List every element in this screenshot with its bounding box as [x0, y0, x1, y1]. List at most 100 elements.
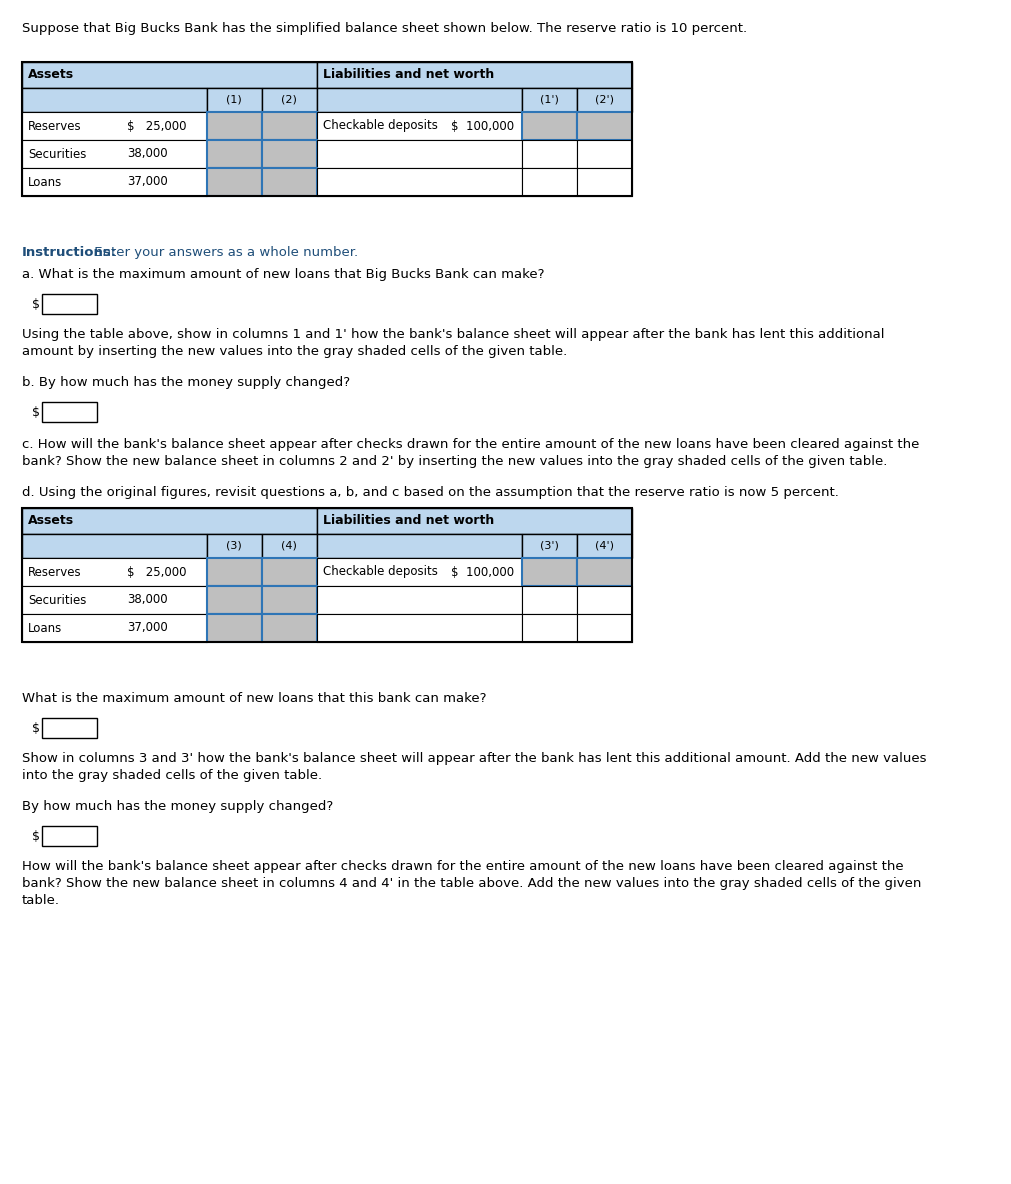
Text: 37,000: 37,000 [126, 622, 168, 635]
Bar [207, 614, 262, 642]
Bar [22, 534, 207, 558]
Text: $: $ [32, 721, 40, 734]
Text: Checkable deposits: Checkable deposits [323, 120, 438, 133]
Bar [262, 614, 316, 642]
Bar [207, 534, 262, 558]
Text: Enter your answers as a whole number.: Enter your answers as a whole number. [90, 246, 358, 259]
Bar [576, 140, 632, 168]
Text: By how much has the money supply changed?: By how much has the money supply changed… [22, 800, 333, 813]
Bar [522, 168, 576, 197]
Text: 37,000: 37,000 [126, 175, 168, 188]
Bar [262, 534, 316, 558]
Bar [22, 112, 207, 140]
Bar [576, 614, 632, 642]
Text: Suppose that Big Bucks Bank has the simplified balance sheet shown below. The re: Suppose that Big Bucks Bank has the simp… [22, 22, 746, 36]
Text: Show in columns 3 and 3' how the bank's balance sheet will appear after the bank: Show in columns 3 and 3' how the bank's … [22, 752, 926, 765]
Text: Securities: Securities [28, 593, 86, 606]
Bar [576, 534, 632, 558]
Bar [262, 558, 316, 586]
Text: (2'): (2') [593, 95, 613, 105]
Bar [576, 168, 632, 197]
Bar [22, 508, 316, 534]
Bar [207, 168, 262, 197]
Bar [522, 88, 576, 112]
Text: $: $ [32, 830, 40, 843]
Bar [22, 62, 632, 197]
Bar [207, 88, 262, 112]
Bar [207, 112, 262, 140]
Bar [316, 534, 522, 558]
Text: Checkable deposits: Checkable deposits [323, 566, 438, 579]
Bar [42, 294, 97, 314]
Bar [316, 168, 522, 197]
Text: 38,000: 38,000 [126, 148, 168, 161]
Bar [522, 534, 576, 558]
Bar [522, 586, 576, 614]
Bar [316, 558, 522, 586]
Bar [22, 558, 207, 586]
Bar [262, 112, 316, 140]
Text: amount by inserting the new values into the gray shaded cells of the given table: amount by inserting the new values into … [22, 345, 567, 358]
Text: (1'): (1') [539, 95, 558, 105]
Text: $: $ [32, 297, 40, 310]
Bar [22, 508, 632, 642]
Bar [522, 140, 576, 168]
Bar [207, 558, 262, 586]
Bar [576, 586, 632, 614]
Bar [262, 168, 316, 197]
Text: $   25,000: $ 25,000 [126, 120, 186, 133]
Bar [22, 62, 316, 88]
Text: Using the table above, show in columns 1 and 1' how the bank's balance sheet wil: Using the table above, show in columns 1… [22, 328, 884, 341]
Bar [22, 168, 207, 197]
Bar [316, 140, 522, 168]
Text: $  100,000: $ 100,000 [451, 566, 514, 579]
Bar [316, 112, 522, 140]
Text: (2): (2) [281, 95, 296, 105]
Text: Assets: Assets [28, 515, 74, 528]
Bar [42, 826, 97, 847]
Bar [207, 586, 262, 614]
Bar [522, 112, 576, 140]
Bar [22, 140, 207, 168]
Bar [576, 558, 632, 586]
Bar [42, 403, 97, 422]
Text: $: $ [32, 405, 40, 418]
Text: How will the bank's balance sheet appear after checks drawn for the entire amoun: How will the bank's balance sheet appear… [22, 860, 903, 873]
Text: c. How will the bank's balance sheet appear after checks drawn for the entire am: c. How will the bank's balance sheet app… [22, 438, 918, 451]
Text: Assets: Assets [28, 69, 74, 82]
Bar [316, 88, 522, 112]
Text: $   25,000: $ 25,000 [126, 566, 186, 579]
Bar [522, 614, 576, 642]
Text: a. What is the maximum amount of new loans that Big Bucks Bank can make?: a. What is the maximum amount of new loa… [22, 268, 544, 281]
Text: (1): (1) [225, 95, 242, 105]
Bar [22, 88, 207, 112]
Bar [522, 558, 576, 586]
Bar [576, 112, 632, 140]
Bar [316, 586, 522, 614]
Bar [22, 614, 207, 642]
Bar [262, 88, 316, 112]
Text: (4): (4) [281, 541, 296, 551]
Bar [576, 88, 632, 112]
Bar [262, 140, 316, 168]
Bar [316, 62, 632, 88]
Bar [207, 140, 262, 168]
Text: Loans: Loans [28, 175, 63, 188]
Bar [262, 586, 316, 614]
Text: (3): (3) [225, 541, 242, 551]
Text: into the gray shaded cells of the given table.: into the gray shaded cells of the given … [22, 768, 321, 781]
Text: b. By how much has the money supply changed?: b. By how much has the money supply chan… [22, 377, 350, 390]
Text: table.: table. [22, 894, 60, 907]
Text: Loans: Loans [28, 622, 63, 635]
Text: Reserves: Reserves [28, 566, 82, 579]
Text: Liabilities and net worth: Liabilities and net worth [323, 515, 493, 528]
Text: Reserves: Reserves [28, 120, 82, 133]
Text: bank? Show the new balance sheet in columns 2 and 2' by inserting the new values: bank? Show the new balance sheet in colu… [22, 455, 887, 468]
Bar [22, 586, 207, 614]
Text: Instructions:: Instructions: [22, 246, 117, 259]
Bar [316, 614, 522, 642]
Bar [316, 508, 632, 534]
Text: d. Using the original figures, revisit questions a, b, and c based on the assump: d. Using the original figures, revisit q… [22, 485, 838, 498]
Text: Securities: Securities [28, 148, 86, 161]
Text: (3'): (3') [539, 541, 558, 551]
